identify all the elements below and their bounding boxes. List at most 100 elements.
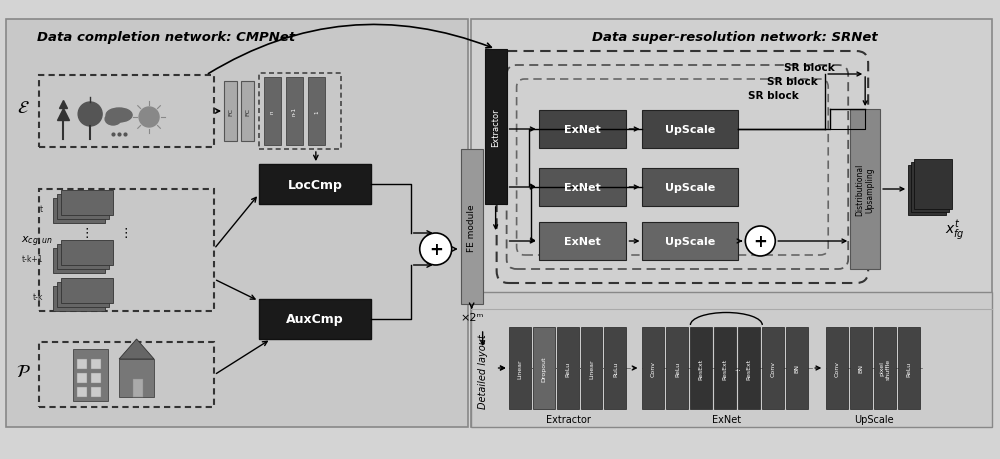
Bar xyxy=(53,286,105,311)
Bar xyxy=(264,78,281,146)
Bar xyxy=(286,78,303,146)
Text: ×2ᵐ: ×2ᵐ xyxy=(460,312,483,322)
Bar xyxy=(53,199,105,224)
Text: pixel
shuffle: pixel shuffle xyxy=(880,358,891,379)
Bar xyxy=(738,327,760,409)
Text: SR block: SR block xyxy=(748,91,798,101)
Bar xyxy=(57,245,109,269)
Bar xyxy=(642,223,738,260)
Text: n-1: n-1 xyxy=(292,107,297,116)
Text: Conv: Conv xyxy=(651,360,656,376)
Bar xyxy=(39,190,214,311)
Bar xyxy=(119,359,154,397)
Bar xyxy=(77,359,87,369)
Text: Conv: Conv xyxy=(771,360,776,376)
Text: ExNet: ExNet xyxy=(564,125,601,134)
Bar xyxy=(61,279,113,303)
Bar xyxy=(908,166,946,216)
Bar xyxy=(642,327,664,409)
Text: ReLu: ReLu xyxy=(907,361,912,376)
Circle shape xyxy=(420,234,452,265)
Text: UpScale: UpScale xyxy=(665,236,716,246)
Text: $x^t_{fg}$: $x^t_{fg}$ xyxy=(945,218,965,241)
Text: LocCmp: LocCmp xyxy=(287,178,342,191)
Bar xyxy=(39,76,214,148)
Bar xyxy=(39,342,214,407)
Text: AuxCmp: AuxCmp xyxy=(286,313,344,326)
Bar xyxy=(604,327,626,409)
Text: +: + xyxy=(753,233,767,251)
Text: ResExt: ResExt xyxy=(747,358,752,379)
Text: UpScale: UpScale xyxy=(665,125,716,134)
Text: SR block: SR block xyxy=(784,63,835,73)
Text: FC: FC xyxy=(228,108,233,116)
Circle shape xyxy=(78,103,102,127)
Bar xyxy=(539,168,626,207)
Bar xyxy=(91,373,101,383)
Text: ...: ... xyxy=(734,365,741,371)
Circle shape xyxy=(139,108,159,128)
Bar xyxy=(73,349,108,401)
Text: n: n xyxy=(270,110,275,113)
Bar xyxy=(874,327,896,409)
Circle shape xyxy=(745,226,775,257)
Text: UpScale: UpScale xyxy=(854,414,894,424)
Text: Conv: Conv xyxy=(835,360,840,376)
Text: 1: 1 xyxy=(314,110,319,113)
Bar xyxy=(57,282,109,308)
Text: Linear: Linear xyxy=(517,358,522,378)
Bar xyxy=(642,111,738,149)
Text: BN: BN xyxy=(859,364,864,373)
Bar xyxy=(91,359,101,369)
Text: ⋮: ⋮ xyxy=(80,227,92,240)
Text: t: t xyxy=(40,205,43,214)
Text: ResExt: ResExt xyxy=(723,358,728,379)
Bar xyxy=(91,387,101,397)
Bar xyxy=(471,20,992,427)
Text: ReLu: ReLu xyxy=(565,361,570,376)
Text: FE module: FE module xyxy=(467,204,476,251)
Bar xyxy=(241,82,254,142)
Text: FC: FC xyxy=(245,108,250,116)
Bar xyxy=(826,327,848,409)
Bar xyxy=(509,327,531,409)
Text: +: + xyxy=(429,241,443,258)
Text: ExNet: ExNet xyxy=(564,183,601,193)
Text: Distributional
Upsampling: Distributional Upsampling xyxy=(855,163,875,216)
Text: t-k+1: t-k+1 xyxy=(22,255,43,264)
Bar xyxy=(6,20,468,427)
Bar xyxy=(224,82,237,142)
Bar xyxy=(539,223,626,260)
Ellipse shape xyxy=(106,109,132,123)
Text: Extractor: Extractor xyxy=(546,414,591,424)
Bar xyxy=(471,292,992,427)
Text: t-k: t-k xyxy=(33,293,43,302)
Bar xyxy=(77,373,87,383)
Bar xyxy=(259,165,371,205)
Text: Linear: Linear xyxy=(589,358,594,378)
Polygon shape xyxy=(119,339,154,359)
Bar xyxy=(77,387,87,397)
Text: $\mathcal{P}$: $\mathcal{P}$ xyxy=(16,362,31,380)
Bar xyxy=(762,327,784,409)
Bar xyxy=(61,241,113,265)
Bar xyxy=(911,162,949,213)
Bar xyxy=(259,299,371,339)
Text: Detailed layout: Detailed layout xyxy=(478,334,488,409)
Text: RuLu: RuLu xyxy=(613,360,618,376)
Bar xyxy=(61,190,113,216)
Bar xyxy=(850,110,880,269)
Bar xyxy=(461,150,483,304)
Text: Dropout: Dropout xyxy=(541,355,546,381)
Bar xyxy=(786,327,808,409)
Bar xyxy=(57,195,109,219)
Text: SR block: SR block xyxy=(767,77,818,87)
Text: ReLu: ReLu xyxy=(675,361,680,376)
Bar xyxy=(850,327,872,409)
Bar xyxy=(914,160,952,210)
Bar xyxy=(581,327,602,409)
Bar xyxy=(557,327,579,409)
Bar xyxy=(898,327,920,409)
Bar xyxy=(53,248,105,274)
Bar xyxy=(642,168,738,207)
